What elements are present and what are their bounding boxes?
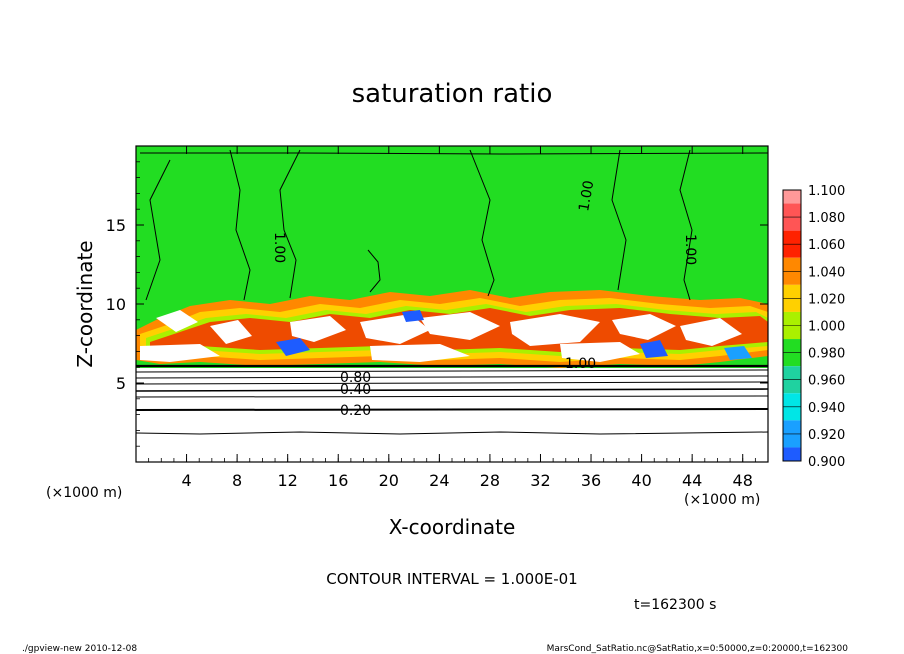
x-tick-label: 40 <box>631 471 651 490</box>
contour-label: 1.00 <box>576 179 597 212</box>
chart-title: saturation ratio <box>352 79 553 109</box>
colorbar-label: 1.100 <box>808 184 845 199</box>
x-tick-label: 4 <box>181 471 191 490</box>
contour-lines <box>136 149 768 435</box>
colorbar-label: 1.020 <box>808 292 845 307</box>
x-tick-label: 32 <box>530 471 550 490</box>
footer-left: ./gpview-new 2010-12-08 <box>22 644 137 654</box>
x-tick-label: 48 <box>733 471 753 490</box>
colorbar-swatch <box>783 203 801 218</box>
colorbar-label: 0.940 <box>808 401 845 416</box>
colorbar: 1.100 1.080 1.060 1.040 1.020 1.000 0.980 0.960… <box>782 184 845 470</box>
colorbar-label: 0.900 <box>808 455 845 470</box>
y-axis: 5 10 15 <box>106 161 768 447</box>
x-tick-label: 44 <box>682 471 702 490</box>
colorbar-swatch <box>783 190 801 204</box>
colorbar-swatch <box>783 420 801 434</box>
x-tick-label: 28 <box>480 471 500 490</box>
colorbar-swatch <box>783 366 801 380</box>
colorbar-label: 1.000 <box>808 320 845 335</box>
x-axis-label: X-coordinate <box>389 515 516 539</box>
y-tick-label: 10 <box>106 295 126 314</box>
colorbar-label: 1.040 <box>808 265 845 280</box>
x-unit-right: (×1000 m) <box>684 492 760 508</box>
colorbar-swatch <box>783 230 801 245</box>
contour-label: 0.80 <box>340 370 371 386</box>
colorbar-swatch <box>783 379 801 394</box>
colorbar-swatch <box>783 325 801 340</box>
colorbar-label: 0.920 <box>808 428 845 443</box>
colorbar-label: 0.980 <box>808 347 845 362</box>
x-tick-label: 16 <box>328 471 348 490</box>
colorbar-swatch <box>783 406 801 421</box>
y-tick-label: 15 <box>106 216 126 235</box>
colorbar-swatch <box>783 393 801 407</box>
time-label: t=162300 s <box>634 597 716 613</box>
plot-area <box>136 146 768 462</box>
contour-label-group: 1.00 1.00 1.00 1.00 0.80 0.40 0.20 <box>271 179 698 419</box>
colorbar-swatch <box>783 284 801 299</box>
x-tick-label: 8 <box>232 471 242 490</box>
x-axis: 4 8 12 16 20 24 28 32 36 40 44 48 <box>148 146 756 490</box>
colorbar-swatch <box>783 447 801 461</box>
colorbar-swatch <box>783 433 801 448</box>
colorbar-swatch <box>783 257 801 272</box>
colorbar-swatch <box>783 352 801 367</box>
colorbar-swatch <box>783 271 801 285</box>
colorbar-label: 1.080 <box>808 211 845 226</box>
colorbar-swatch <box>783 298 801 312</box>
x-tick-label: 24 <box>429 471 449 490</box>
colorbar-label: 0.960 <box>808 374 845 389</box>
x-tick-label: 20 <box>379 471 399 490</box>
x-tick-label: 36 <box>581 471 601 490</box>
colorbar-label: 1.060 <box>808 238 845 253</box>
contour-label: 1.00 <box>565 356 596 372</box>
footer-right: MarsCond_SatRatio.nc@SatRatio,x=0:50000,… <box>547 644 849 654</box>
contour-label: 0.40 <box>340 382 371 398</box>
contour-label: 1.00 <box>682 234 698 265</box>
colorbar-swatch <box>783 217 801 231</box>
colorbar-swatch <box>783 339 801 353</box>
y-axis-label: Z-coordinate <box>73 240 97 367</box>
x-unit-left: (×1000 m) <box>46 485 122 501</box>
colorbar-swatch <box>783 244 801 258</box>
contour-label: 0.20 <box>340 403 371 419</box>
contour-label: 1.00 <box>271 232 287 263</box>
y-tick-label: 5 <box>116 374 126 393</box>
x-tick-label: 12 <box>278 471 298 490</box>
cloud-band <box>136 290 768 368</box>
contour-interval: CONTOUR INTERVAL = 1.000E-01 <box>326 570 577 588</box>
colorbar-swatch <box>783 311 801 326</box>
